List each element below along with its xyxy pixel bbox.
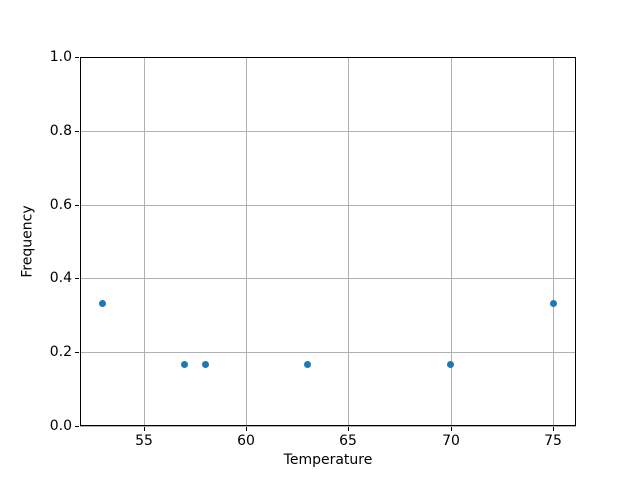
y-tick-mark: [75, 352, 79, 353]
x-tick-label: 70: [442, 433, 460, 449]
vertical-gridline: [143, 57, 145, 426]
vertical-gridline: [450, 57, 452, 426]
y-tick-mark: [75, 278, 79, 279]
x-tick-label: 75: [544, 433, 562, 449]
data-point: [201, 360, 209, 368]
vertical-gridline: [552, 57, 554, 426]
horizontal-gridline: [80, 351, 576, 353]
horizontal-gridline: [80, 204, 576, 206]
data-point: [99, 299, 107, 307]
horizontal-gridline: [80, 277, 576, 279]
horizontal-gridline: [80, 425, 576, 427]
y-tick-mark: [75, 57, 79, 58]
data-point: [304, 360, 311, 368]
data-point: [181, 360, 189, 368]
data-point: [447, 360, 455, 368]
y-tick-mark: [75, 205, 79, 206]
horizontal-gridline: [80, 130, 576, 132]
data-point: [549, 299, 557, 307]
vertical-gridline: [347, 57, 349, 426]
y-tick-label: 0.8: [49, 123, 72, 139]
y-axis-label: Frequency: [19, 205, 36, 278]
y-tick-label: 1.0: [49, 49, 72, 65]
x-tick-mark: [451, 427, 452, 431]
x-axis-label: Temperature: [283, 452, 373, 468]
y-tick-label: 0.6: [49, 197, 72, 213]
y-tick-mark: [75, 131, 79, 132]
x-tick-mark: [553, 427, 554, 431]
vertical-gridline: [245, 57, 247, 426]
y-tick-label: 0.0: [49, 418, 72, 434]
y-tick-label: 0.4: [49, 270, 72, 286]
x-tick-label: 55: [135, 433, 153, 449]
y-tick-label: 0.2: [49, 344, 72, 360]
plot-area: [80, 57, 576, 426]
x-tick-mark: [246, 427, 247, 431]
x-tick-mark: [348, 427, 349, 431]
x-tick-label: 65: [339, 433, 357, 449]
y-tick-mark: [75, 426, 79, 427]
x-tick-label: 60: [237, 433, 255, 449]
x-tick-mark: [144, 427, 145, 431]
